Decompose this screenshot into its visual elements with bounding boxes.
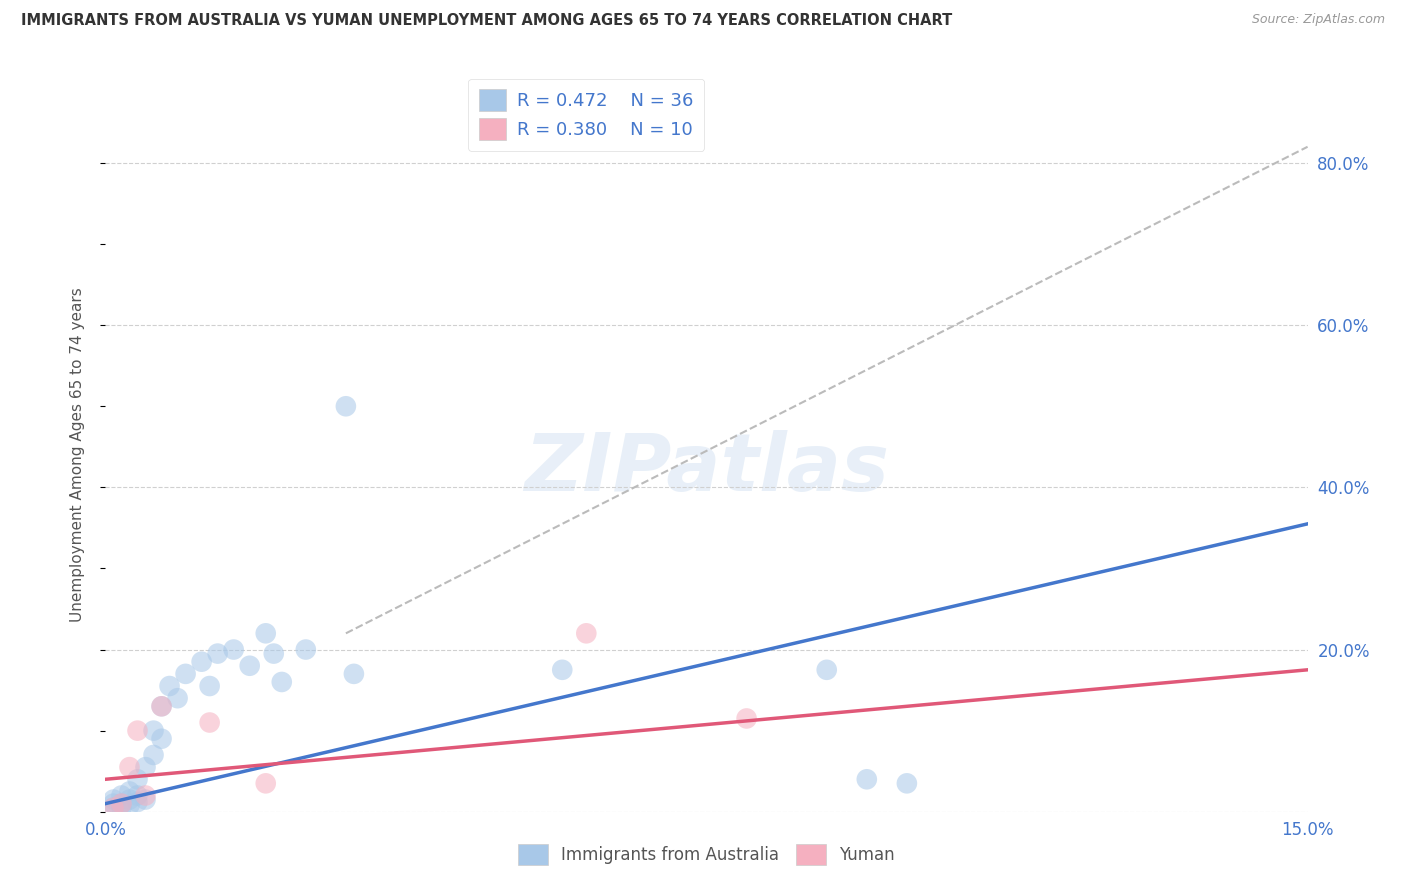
Point <box>174 666 197 681</box>
Point <box>118 760 141 774</box>
Point <box>135 789 157 803</box>
Point <box>110 789 132 803</box>
Point <box>815 663 838 677</box>
Point <box>198 679 221 693</box>
Point <box>190 655 212 669</box>
Point <box>254 776 277 790</box>
Point <box>142 723 165 738</box>
Point <box>166 691 188 706</box>
Legend: Immigrants from Australia, Yuman: Immigrants from Australia, Yuman <box>512 838 901 871</box>
Point <box>575 626 598 640</box>
Point <box>127 795 149 809</box>
Point <box>103 800 125 814</box>
Point <box>159 679 181 693</box>
Point <box>118 792 141 806</box>
Point <box>135 760 157 774</box>
Point <box>896 776 918 790</box>
Point <box>127 789 149 803</box>
Point <box>110 797 132 811</box>
Text: ZIPatlas: ZIPatlas <box>524 430 889 508</box>
Point <box>295 642 318 657</box>
Point <box>118 798 141 813</box>
Text: IMMIGRANTS FROM AUSTRALIA VS YUMAN UNEMPLOYMENT AMONG AGES 65 TO 74 YEARS CORREL: IMMIGRANTS FROM AUSTRALIA VS YUMAN UNEMP… <box>21 13 952 29</box>
Point <box>118 784 141 798</box>
Point <box>222 642 245 657</box>
Point <box>103 792 125 806</box>
Point <box>343 666 366 681</box>
Y-axis label: Unemployment Among Ages 65 to 74 years: Unemployment Among Ages 65 to 74 years <box>70 287 84 623</box>
Point <box>103 800 125 814</box>
Point <box>150 731 173 746</box>
Point <box>254 626 277 640</box>
Point <box>103 797 125 811</box>
Text: Source: ZipAtlas.com: Source: ZipAtlas.com <box>1251 13 1385 27</box>
Point <box>110 800 132 814</box>
Point <box>735 711 758 725</box>
Point <box>127 723 149 738</box>
Point <box>150 699 173 714</box>
Point <box>127 772 149 787</box>
Point <box>335 399 357 413</box>
Point <box>263 647 285 661</box>
Point <box>551 663 574 677</box>
Point <box>239 658 262 673</box>
Point <box>198 715 221 730</box>
Point <box>142 747 165 762</box>
Point <box>135 792 157 806</box>
Point <box>270 675 292 690</box>
Point <box>855 772 877 787</box>
Point <box>150 699 173 714</box>
Point <box>207 647 229 661</box>
Point <box>110 797 132 811</box>
